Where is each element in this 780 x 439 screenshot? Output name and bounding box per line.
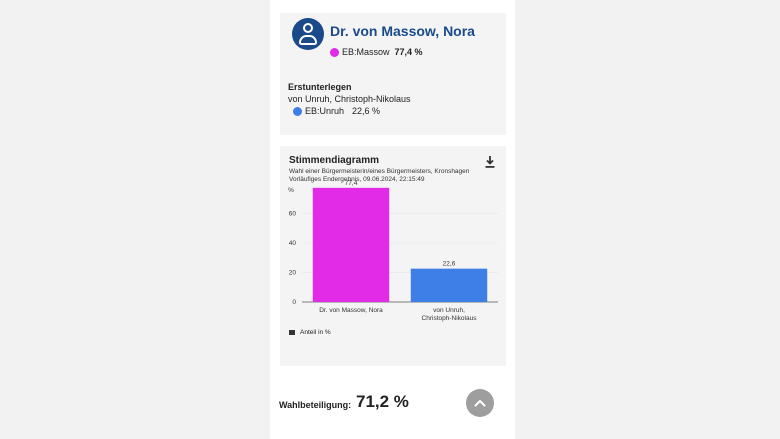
chart-legend[interactable]: Anteil in % [289, 329, 331, 336]
runner-up-party-color-dot [293, 106, 302, 116]
legend-label: Anteil in % [300, 329, 331, 336]
chevron-up-icon [474, 400, 486, 407]
bar-data-label: 22,6 [443, 261, 456, 268]
download-icon[interactable] [485, 156, 495, 168]
turnout-value: 71,2 % [356, 392, 409, 411]
winner-vote-line: EB:Massow 77,4 % [330, 47, 423, 57]
winner-party: EB:Massow [342, 47, 390, 57]
runner-up-name: von Unruh, Christoph-Nikolaus [288, 94, 411, 104]
scroll-to-top-button[interactable] [466, 389, 494, 417]
runner-up-vote-line: EB:Unruh 22,6 % [293, 106, 380, 116]
y-tick-label: 20 [289, 270, 297, 277]
chart-subtitle-status: Vorläufiges Endergebnis, 09.06.2024, 22:… [289, 176, 425, 183]
vote-bar-chart: % 0 20 40 60 77,4 Dr. von Massow, Nora 22,6 von … [288, 180, 498, 322]
runner-up-heading: Erstunterlegen [288, 82, 352, 92]
y-tick-label: 60 [289, 211, 297, 218]
bar-massow [312, 187, 390, 302]
vote-chart-card: Stimmendiagramm Wahl einer Bürgermeister… [280, 146, 506, 366]
winner-name: Dr. von Massow, Nora [330, 23, 475, 39]
results-page: Dr. von Massow, Nora EB:Massow 77,4 % Er… [270, 0, 515, 439]
candidate-results-card: Dr. von Massow, Nora EB:Massow 77,4 % Er… [280, 13, 506, 135]
runner-up-party: EB:Unruh [305, 106, 345, 116]
legend-swatch [289, 330, 295, 335]
chart-subtitle-election: Wahl einer Bürgermeisterin/eines Bürgerm… [289, 168, 470, 175]
x-tick-label: Christoph-Nikolaus [422, 315, 478, 322]
x-tick-label: von Unruh, [433, 307, 465, 314]
runner-up-percent: 22,6 % [352, 106, 381, 116]
x-tick-label: Dr. von Massow, Nora [319, 307, 383, 314]
y-tick-label: 40 [289, 240, 297, 247]
user-avatar-icon [292, 18, 324, 50]
bar-unruh [410, 268, 488, 302]
y-axis-unit-label: % [288, 187, 294, 194]
bar-data-label: 77,4 [345, 180, 358, 187]
chart-title: Stimmendiagramm [289, 155, 380, 166]
winner-percent: 77,4 % [394, 47, 423, 57]
y-tick-label: 0 [292, 299, 296, 306]
winner-party-color-dot [330, 47, 339, 57]
turnout-label: Wahlbeteiligung: [279, 400, 352, 410]
